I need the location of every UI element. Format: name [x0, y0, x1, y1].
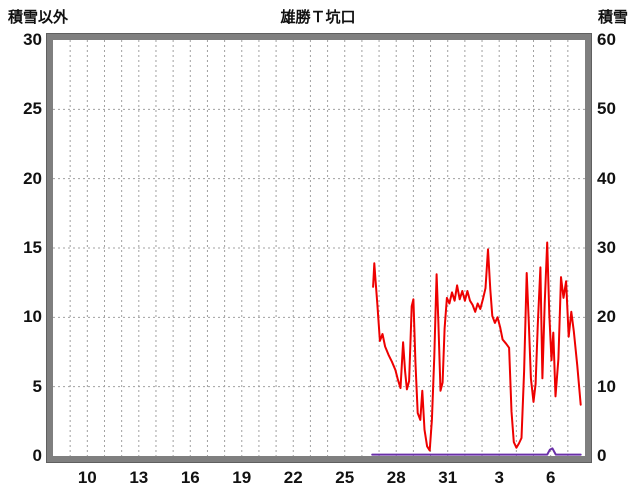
- right-axis-tick-50: 50: [597, 99, 616, 119]
- chart-title: 雄勝Ｔ坑口: [280, 9, 356, 26]
- x-axis-tick-10: 10: [77, 468, 97, 487]
- right-axis-tick-20: 20: [597, 307, 616, 327]
- left-axis-tick-25: 25: [23, 99, 42, 119]
- x-axis-tick-13: 13: [129, 468, 149, 487]
- right-axis-tick-40: 40: [597, 168, 616, 188]
- x-axis-tick-3: 3: [494, 468, 504, 487]
- right-axis-tick-10: 10: [597, 376, 616, 396]
- x-axis-tick-22: 22: [283, 468, 303, 487]
- right-axis-tick-0: 0: [597, 446, 607, 465]
- x-axis-tick-16: 16: [180, 468, 200, 487]
- x-axis-tick-25: 25: [335, 468, 355, 487]
- left-axis-tick-10: 10: [23, 307, 42, 327]
- snow-series: [371, 447, 582, 456]
- right-axis-title: 積雪: [597, 9, 628, 26]
- left-axis-tick-0: 0: [32, 446, 42, 465]
- x-axis-tick-28: 28: [386, 468, 406, 487]
- right-axis-tick-30: 30: [597, 238, 616, 257]
- right-axis-tick-60: 60: [597, 30, 616, 49]
- plot-area: [53, 40, 585, 456]
- x-axis-tick-19: 19: [232, 468, 252, 487]
- x-axis-tick-6: 6: [545, 468, 556, 487]
- plot-frame: [46, 33, 592, 463]
- left-axis-tick-20: 20: [23, 168, 42, 188]
- left-axis-tick-5: 5: [32, 376, 42, 396]
- left-axis-tick-15: 15: [23, 238, 42, 257]
- left-axis-tick-30: 30: [23, 30, 42, 49]
- left-axis-title: 積雪以外: [8, 9, 69, 26]
- x-axis-tick-31: 31: [438, 468, 458, 487]
- non-snow-series: [372, 241, 582, 452]
